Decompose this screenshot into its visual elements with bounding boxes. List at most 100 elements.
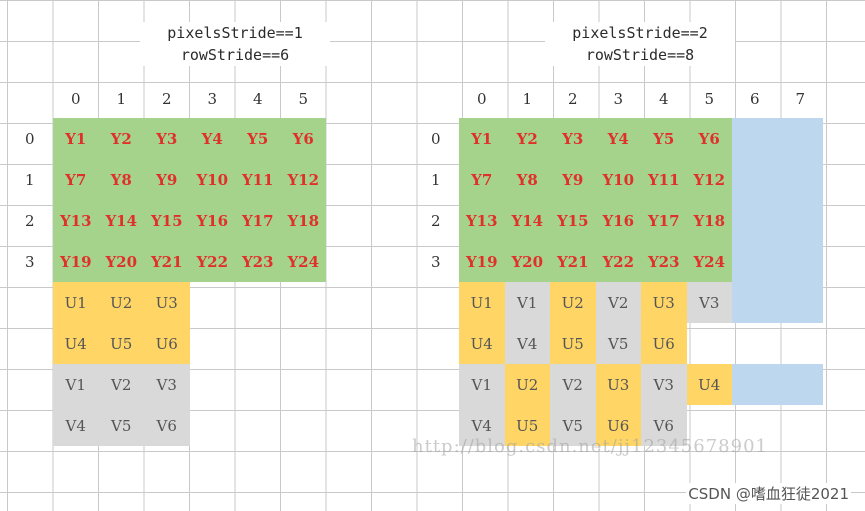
right-col-header: 2 (567, 89, 578, 108)
left-u-cell: U1 (53, 282, 99, 323)
left-col-header: 1 (116, 89, 127, 108)
left-y-cell: Y2 (98, 118, 144, 159)
right-v-cell: V3 (641, 364, 687, 405)
right-col-header: 1 (522, 89, 533, 108)
right-y-cell: Y19 (459, 241, 505, 282)
left-col-header: 4 (252, 89, 263, 108)
left-y-cell: Y24 (280, 241, 326, 282)
right-row-padding-block (732, 364, 823, 405)
left-col-header: 0 (70, 89, 81, 108)
right-title-line1: pixelsStride==2 (572, 24, 708, 42)
right-col-header: 6 (749, 89, 760, 108)
left-y-cell: Y14 (98, 200, 144, 241)
left-y-cell: Y18 (280, 200, 326, 241)
left-y-cell: Y6 (280, 118, 326, 159)
right-v-cell: V2 (595, 282, 641, 323)
right-u-cell: U3 (641, 282, 687, 323)
right-y-cell: Y11 (641, 159, 687, 200)
right-u-cell: U4 (686, 364, 732, 405)
left-y-cell: Y9 (144, 159, 190, 200)
right-u-cell: U2 (504, 364, 550, 405)
left-y-cell: Y10 (189, 159, 235, 200)
right-y-cell: Y14 (504, 200, 550, 241)
left-y-cell: Y4 (189, 118, 235, 159)
right-row-padding-block (732, 118, 823, 323)
left-y-cell: Y16 (189, 200, 235, 241)
csdn-credit: CSDN @嗜血狂徒2021 (686, 483, 851, 504)
left-y-cell: Y8 (98, 159, 144, 200)
right-v-cell: V1 (459, 364, 505, 405)
right-title-line2: rowStride==8 (585, 46, 695, 64)
right-y-cell: Y20 (504, 241, 550, 282)
right-u-cell: U5 (550, 323, 596, 364)
right-u-cell: U5 (504, 405, 550, 446)
right-y-cell: Y6 (686, 118, 732, 159)
right-col-header: 4 (658, 89, 669, 108)
left-y-cell: Y11 (235, 159, 281, 200)
right-y-cell: Y5 (641, 118, 687, 159)
right-y-cell: Y15 (550, 200, 596, 241)
right-col-header: 7 (795, 89, 806, 108)
right-y-cell: Y18 (686, 200, 732, 241)
right-y-cell: Y9 (550, 159, 596, 200)
right-col-header: 5 (704, 89, 715, 108)
left-v-cell: V6 (144, 405, 190, 446)
left-y-cell: Y1 (53, 118, 99, 159)
right-y-cell: Y16 (595, 200, 641, 241)
right-y-cell: Y21 (550, 241, 596, 282)
right-v-cell: V4 (504, 323, 550, 364)
left-y-cell: Y19 (53, 241, 99, 282)
right-row-header: 0 (430, 129, 441, 148)
right-v-cell: V5 (550, 405, 596, 446)
right-y-cell: Y12 (686, 159, 732, 200)
right-col-header: 3 (613, 89, 624, 108)
left-row-header: 0 (24, 129, 35, 148)
left-y-cell: Y17 (235, 200, 281, 241)
right-u-cell: U4 (459, 323, 505, 364)
right-y-cell: Y4 (595, 118, 641, 159)
right-row-header: 3 (430, 252, 441, 271)
right-y-cell: Y24 (686, 241, 732, 282)
right-row-header: 2 (430, 211, 441, 230)
left-row-header: 2 (24, 211, 35, 230)
left-col-header: 5 (298, 89, 309, 108)
left-y-cell: Y20 (98, 241, 144, 282)
left-title: pixelsStride==1 rowStride==6 (140, 22, 330, 66)
left-title-line1: pixelsStride==1 (167, 24, 303, 42)
left-y-cell: Y5 (235, 118, 281, 159)
blog-watermark: http://blog.csdn.net/jj12345678901 (412, 436, 768, 457)
left-row-header: 3 (24, 252, 35, 271)
right-v-cell: V4 (459, 405, 505, 446)
right-u-cell: U3 (595, 364, 641, 405)
right-y-cell: Y7 (459, 159, 505, 200)
right-u-cell: U6 (595, 405, 641, 446)
left-u-cell: U5 (98, 323, 144, 364)
left-u-cell: U4 (53, 323, 99, 364)
left-v-cell: V5 (98, 405, 144, 446)
right-y-cell: Y22 (595, 241, 641, 282)
left-col-header: 2 (161, 89, 172, 108)
left-u-cell: U3 (144, 282, 190, 323)
right-y-cell: Y10 (595, 159, 641, 200)
right-y-cell: Y23 (641, 241, 687, 282)
left-y-cell: Y15 (144, 200, 190, 241)
right-y-cell: Y3 (550, 118, 596, 159)
right-y-cell: Y8 (504, 159, 550, 200)
left-title-line2: rowStride==6 (180, 46, 290, 64)
left-v-cell: V3 (144, 364, 190, 405)
left-u-cell: U2 (98, 282, 144, 323)
left-y-cell: Y13 (53, 200, 99, 241)
right-v-cell: V6 (641, 405, 687, 446)
right-v-cell: V1 (504, 282, 550, 323)
left-y-cell: Y12 (280, 159, 326, 200)
right-row-header: 1 (430, 170, 441, 189)
right-title: pixelsStride==2 rowStride==8 (545, 22, 735, 66)
right-u-cell: U6 (641, 323, 687, 364)
left-y-cell: Y3 (144, 118, 190, 159)
right-col-header: 0 (476, 89, 487, 108)
left-row-header: 1 (24, 170, 35, 189)
left-y-cell: Y22 (189, 241, 235, 282)
left-v-cell: V1 (53, 364, 99, 405)
left-y-cell: Y23 (235, 241, 281, 282)
right-u-cell: U2 (550, 282, 596, 323)
